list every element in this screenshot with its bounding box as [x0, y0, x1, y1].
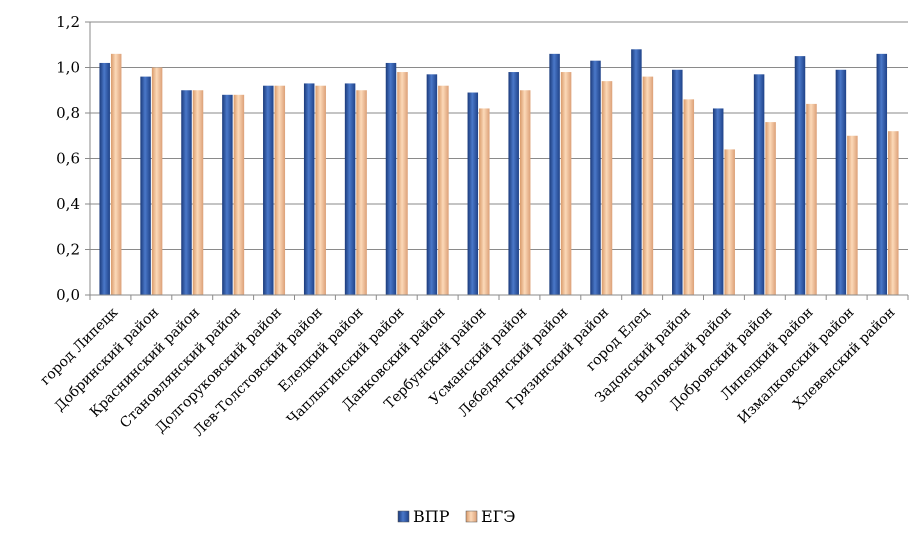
bar-ege	[683, 99, 695, 295]
bar-ege	[519, 90, 531, 295]
y-tick-label: 0,8	[56, 104, 80, 122]
y-tick-label: 0,6	[56, 150, 80, 168]
bar-ege	[479, 108, 490, 295]
legend-swatch-ege	[465, 510, 478, 523]
bar-ege	[560, 72, 572, 295]
legend: ВПР ЕГЭ	[397, 507, 516, 526]
y-tick-label: 0,0	[56, 286, 80, 304]
bar-vpr	[426, 74, 438, 295]
bar-ege	[192, 90, 204, 295]
legend-label-ege: ЕГЭ	[481, 507, 516, 526]
bar-vpr	[222, 94, 233, 295]
bar-ege	[888, 131, 899, 295]
bar-vpr	[181, 90, 192, 295]
bar-vpr	[631, 49, 642, 295]
bar-vpr	[590, 60, 601, 295]
bar-ege	[847, 135, 858, 295]
bar-ege	[806, 103, 817, 296]
bar-ege	[724, 149, 735, 295]
bar-vpr	[508, 72, 519, 295]
legend-label-vpr: ВПР	[413, 507, 450, 526]
bar-vpr	[263, 85, 274, 295]
bar-vpr	[835, 69, 847, 296]
bar-ege	[397, 72, 408, 295]
bar-vpr	[140, 76, 151, 295]
bar-ege	[438, 85, 449, 295]
bar-ege	[315, 85, 326, 295]
y-axis: 0,0 0,2 0,4 0,6 0,8 1,0 1,2	[56, 13, 91, 304]
y-tick-label: 1,2	[56, 13, 80, 31]
bar-ege	[765, 122, 776, 295]
y-tick-label: 0,4	[56, 195, 80, 213]
bar-ege	[356, 90, 367, 295]
bar-vpr	[303, 83, 315, 295]
bar-ege	[110, 53, 122, 295]
bar-vpr	[99, 62, 110, 296]
gridlines	[90, 21, 908, 250]
bar-vpr	[467, 92, 479, 296]
bar-vpr	[794, 56, 806, 295]
bar-vpr	[753, 74, 765, 295]
bar-vpr	[385, 62, 397, 296]
bar-ege	[601, 81, 613, 296]
bar-vpr	[549, 53, 560, 295]
legend-swatch-vpr	[397, 510, 410, 523]
bar-vpr	[876, 53, 888, 295]
bar-ege	[274, 85, 286, 295]
y-tick-label: 0,2	[56, 241, 80, 259]
bar-vpr	[672, 69, 683, 296]
bar-vpr	[344, 83, 356, 295]
bar-vpr	[712, 108, 724, 295]
bar-ege	[233, 94, 245, 295]
bars	[99, 49, 899, 296]
bar-ege	[642, 76, 654, 295]
y-tick-label: 1,0	[56, 59, 80, 77]
bar-ege	[151, 67, 163, 295]
